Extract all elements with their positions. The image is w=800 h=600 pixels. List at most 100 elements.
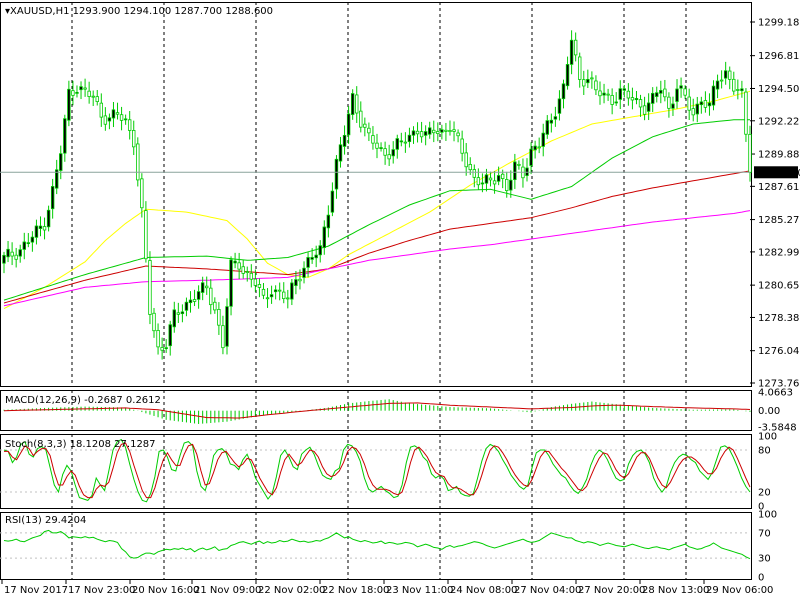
candle-body — [496, 175, 501, 182]
candle-body — [334, 158, 339, 190]
candle-body — [614, 101, 618, 104]
candle-body — [107, 117, 112, 122]
candle-body — [115, 112, 120, 115]
candle-body — [549, 119, 554, 124]
y-tick-label: 1294.500 — [758, 84, 800, 95]
candle-body — [200, 282, 205, 293]
candle-body — [492, 180, 497, 185]
candle-body — [26, 242, 31, 245]
stoch-layer: Stoch(8,3,3) 18.1208 27.1287 100 80 20 0 — [0, 432, 777, 513]
rsi-title: RSI(13) 29.4204 — [5, 515, 86, 526]
candle-body — [314, 254, 318, 259]
candle-body — [30, 236, 35, 243]
x-tick-label: 17 Nov 23:00 — [68, 585, 135, 596]
candle-body — [480, 182, 485, 185]
candle-body — [83, 87, 87, 90]
rsi-layer: RSI(13) 29.4204 100 70 30 0 — [0, 510, 777, 584]
candle-body — [578, 56, 582, 80]
candle-body — [456, 132, 460, 137]
candle-body — [476, 177, 481, 186]
price-panel — [0, 2, 752, 387]
candle-body — [217, 309, 221, 326]
y-tick-label: 1292.225 — [758, 116, 800, 127]
candle-body — [488, 177, 493, 181]
candle-body — [557, 98, 562, 114]
candle-body — [330, 190, 335, 213]
candle-body — [367, 127, 371, 134]
candle-body — [655, 92, 659, 97]
candle-body — [638, 99, 643, 108]
candle-body — [440, 129, 444, 133]
candle-body — [415, 130, 420, 135]
candle-body — [241, 266, 245, 274]
candle-body — [659, 89, 663, 94]
candle-body — [326, 214, 331, 229]
candle-body — [707, 102, 712, 107]
candle-body — [221, 325, 225, 349]
candle-body — [509, 179, 513, 191]
candle-body — [646, 102, 651, 112]
y-tick-label: 1296.810 — [758, 51, 800, 62]
candle-body — [265, 297, 270, 300]
candle-body — [553, 116, 558, 120]
candle-body — [127, 119, 132, 131]
candle-body — [423, 131, 428, 136]
candle-body — [622, 88, 627, 91]
candle-body — [322, 226, 326, 248]
candle-body — [160, 347, 164, 351]
rsi-line — [3, 529, 751, 560]
y-tick-label: 1278.380 — [758, 313, 800, 324]
candle-body — [407, 134, 412, 143]
candle-body — [261, 288, 266, 296]
x-tick-label: 22 Nov 18:00 — [322, 585, 389, 596]
x-tick-label: 23 Nov 11:00 — [386, 585, 453, 596]
candle-body — [168, 324, 172, 347]
candle-body — [156, 330, 160, 348]
candle-body — [245, 271, 249, 273]
candle-body — [428, 127, 432, 135]
x-tick-label: 17 Nov 2017 — [4, 585, 68, 596]
candle-body — [18, 249, 22, 257]
x-tick-label: 22 Nov 02:00 — [258, 585, 325, 596]
candle-body — [355, 94, 359, 114]
candle-body — [346, 113, 351, 136]
candle-body — [561, 83, 566, 100]
candle-body — [630, 97, 635, 101]
candle-body — [379, 147, 383, 149]
candle-body — [253, 278, 258, 286]
candle-body — [500, 173, 505, 179]
candle-body — [610, 95, 614, 105]
stoch-title: Stoch(8,3,3) 18.1208 27.1287 — [5, 439, 156, 450]
candle-body — [432, 129, 436, 134]
candle-body — [50, 186, 55, 210]
candle-body — [229, 259, 233, 307]
candle-body — [152, 312, 156, 332]
stoch-y-label: 80 — [758, 446, 771, 457]
candle-body — [464, 152, 468, 168]
candle-body — [537, 146, 541, 149]
candle-body — [233, 260, 237, 264]
candle-body — [565, 64, 570, 87]
candle-body — [573, 39, 578, 56]
candle-body — [667, 96, 671, 109]
price-layer: 1299.180 1296.810 1294.500 1292.225 1289.885… — [0, 6, 800, 390]
candle-body — [691, 108, 695, 116]
candle-body — [598, 90, 602, 97]
x-tick-label: 29 Nov 06:00 — [706, 585, 773, 596]
candle-body — [634, 98, 639, 101]
candle-body — [472, 169, 477, 178]
stoch-y-label: 20 — [758, 488, 771, 499]
candle-body — [180, 311, 185, 315]
candle-body — [594, 80, 598, 91]
rsi-y-label: 0 — [758, 573, 764, 584]
macd-title: MACD(12,26,9) -0.2687 0.2612 — [5, 395, 161, 406]
candle-body — [75, 91, 79, 94]
candle-body — [140, 178, 144, 209]
stoch-line — [4, 442, 751, 499]
x-tick-label: 20 Nov 16:00 — [132, 585, 199, 596]
candle-body — [205, 285, 209, 289]
candle-body — [342, 134, 347, 147]
candle-body — [484, 174, 489, 184]
candle-body — [375, 142, 379, 149]
